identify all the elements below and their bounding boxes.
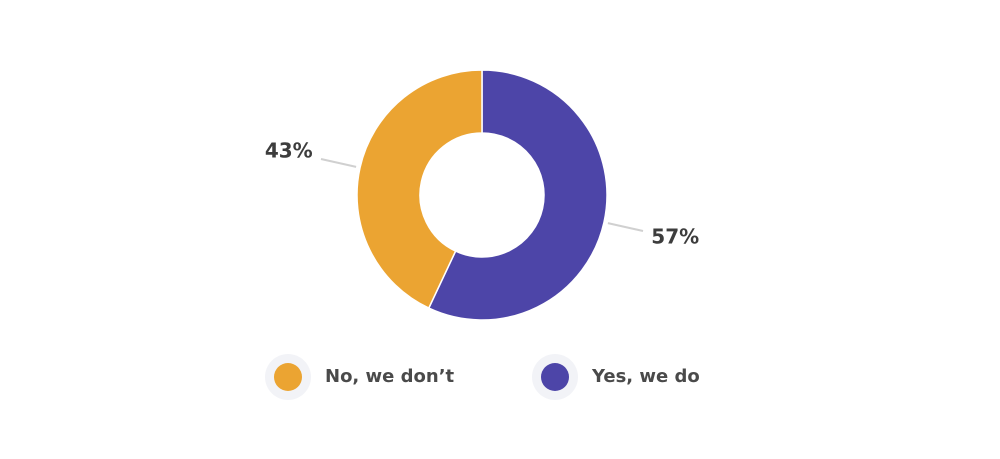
data-label: 57% (651, 225, 699, 249)
legend-swatch (274, 363, 302, 391)
slice (356, 69, 483, 310)
legend-label: No, we don’t (325, 366, 455, 387)
slice (427, 69, 608, 321)
data-label: 43% (265, 138, 313, 162)
leader-line (607, 222, 644, 232)
legend-swatch (541, 363, 569, 391)
leader-line (320, 158, 357, 168)
legend-label: Yes, we do (591, 366, 700, 387)
